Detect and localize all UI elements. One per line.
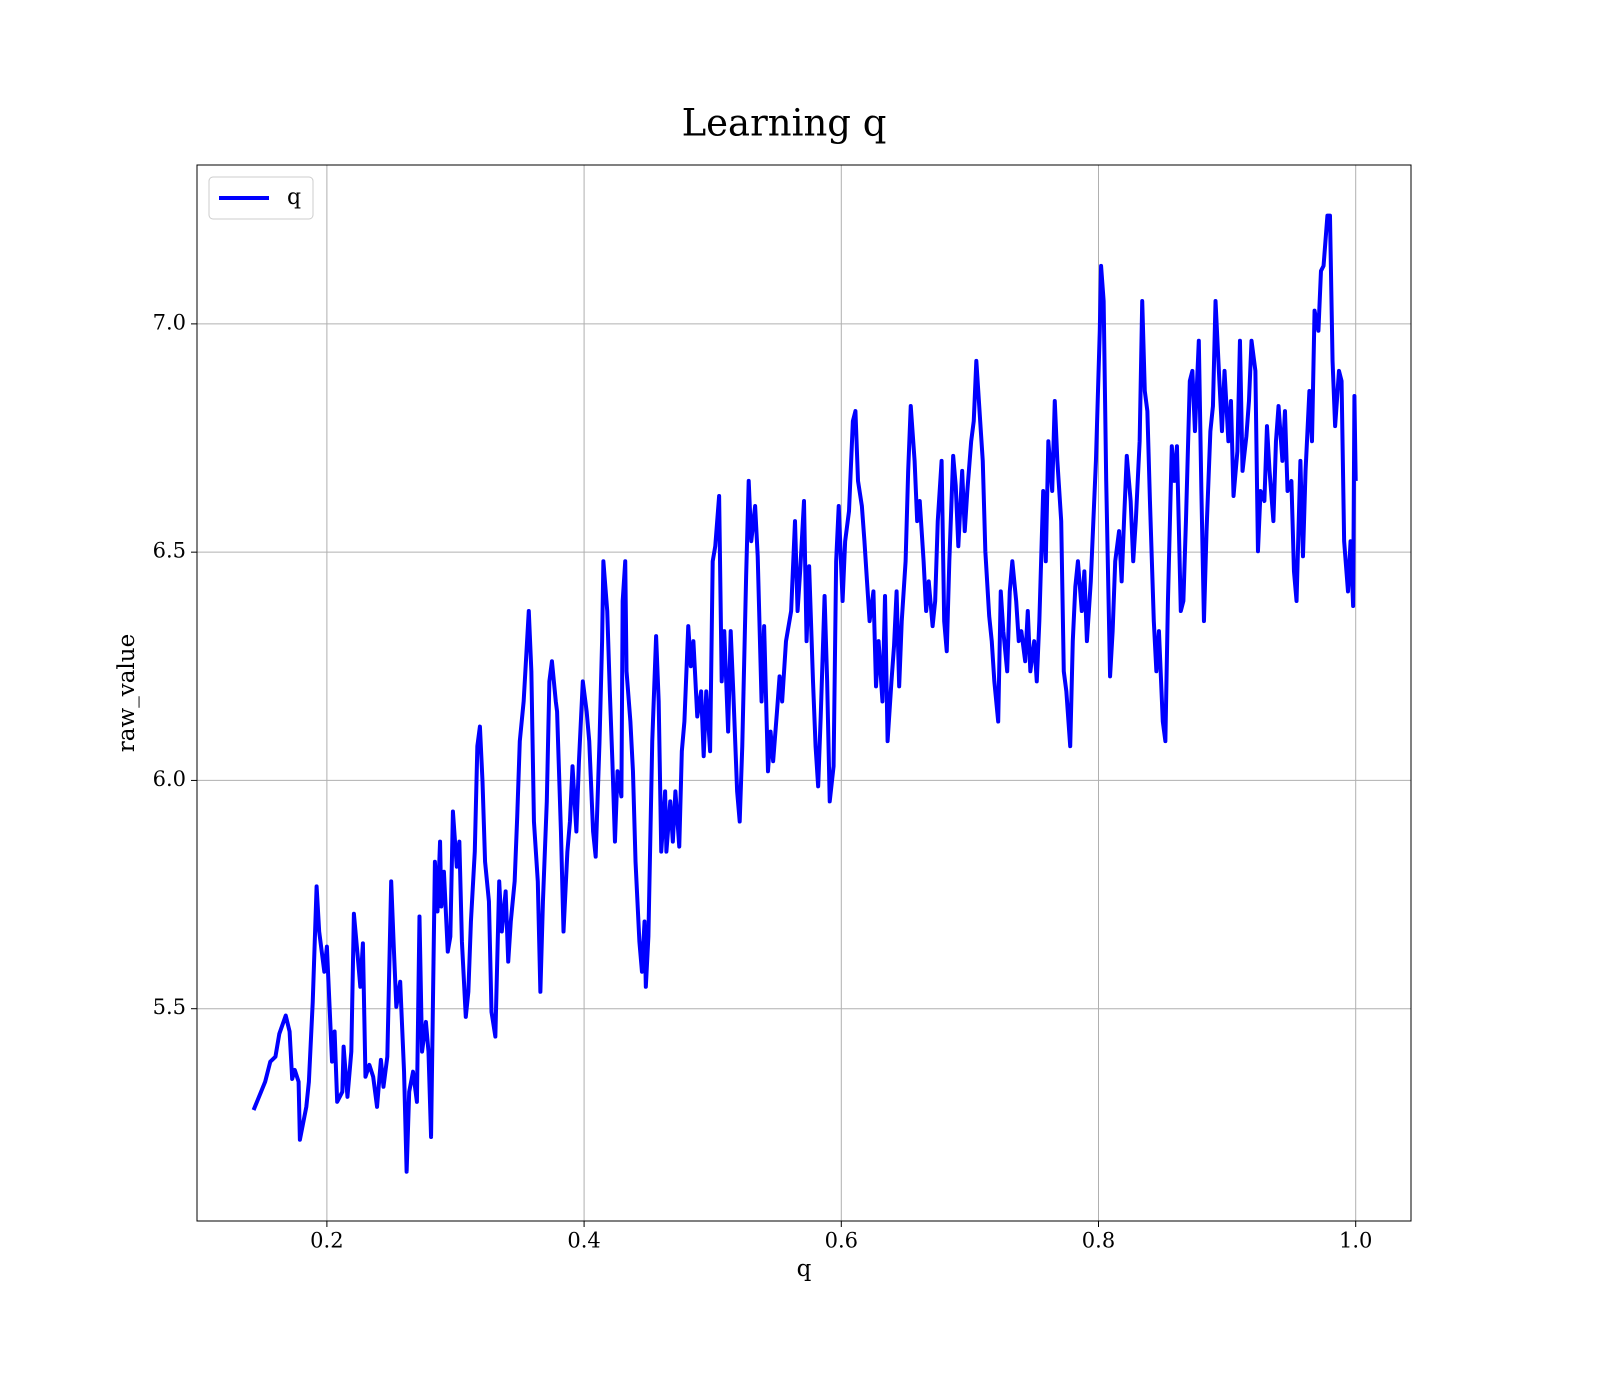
y-axis-label: raw_value: [114, 634, 140, 752]
x-axis-label: q: [797, 1256, 812, 1282]
y-tick-label: 7.0: [153, 310, 186, 334]
x-tick-label: 0.2: [310, 1229, 343, 1253]
x-tick-label: 0.8: [1082, 1229, 1115, 1253]
legend-label: q: [287, 185, 301, 210]
y-tick-label: 6.0: [153, 767, 186, 791]
data-line: [251, 213, 1358, 1174]
y-tick-label: 5.5: [153, 995, 186, 1019]
y-tick-label: 6.5: [153, 539, 186, 563]
chart-title: Learning q: [682, 102, 887, 145]
x-tick-label: 0.6: [825, 1229, 858, 1253]
plot-frame: [196, 164, 1412, 1222]
x-tick-label: 1.0: [1339, 1229, 1372, 1253]
x-tick-label: 0.4: [567, 1229, 600, 1253]
